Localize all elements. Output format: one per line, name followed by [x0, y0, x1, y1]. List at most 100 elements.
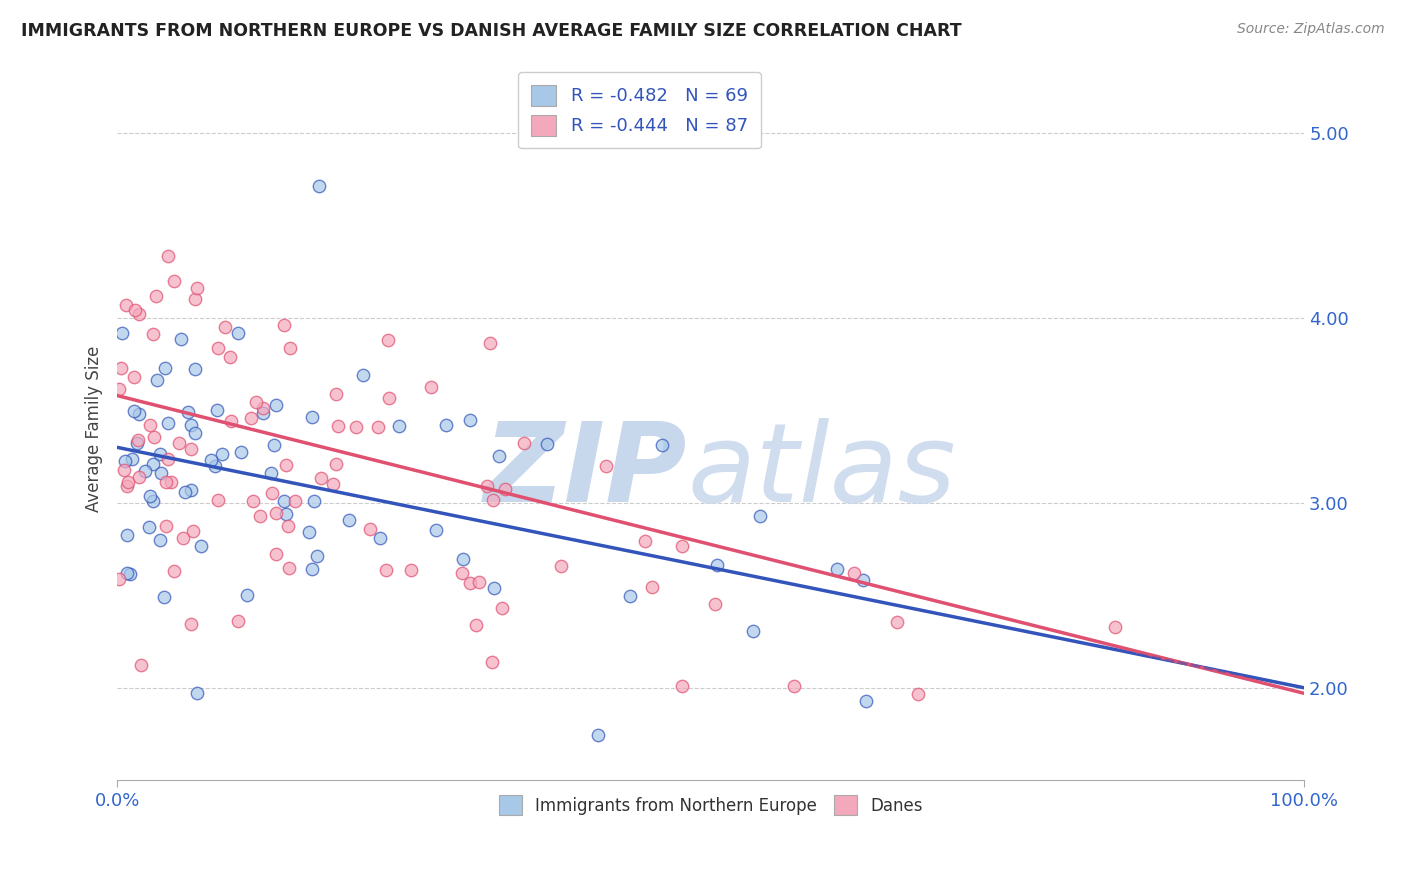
Point [157, 249, 180, 263]
Point [153, 360, 176, 375]
Point [214, 320, 236, 334]
Point [425, 523, 447, 537]
Point [172, 531, 194, 545]
Point [453, 552, 475, 566]
Point [207, 341, 229, 355]
Point [484, 581, 506, 595]
Y-axis label: Average Family Size: Average Family Size [86, 346, 103, 512]
Point [651, 438, 673, 452]
Point [138, 519, 160, 533]
Point [155, 475, 177, 489]
Point [353, 368, 375, 382]
Point [301, 562, 323, 576]
Point [152, 591, 174, 605]
Point [149, 533, 172, 547]
Point [207, 492, 229, 507]
Point [494, 482, 516, 496]
Point [475, 479, 498, 493]
Legend: Immigrants from Northern Europe, Danes: Immigrants from Northern Europe, Danes [488, 786, 934, 825]
Point [142, 494, 165, 508]
Point [245, 394, 267, 409]
Point [377, 334, 399, 348]
Point [619, 589, 641, 603]
Point [276, 507, 298, 521]
Point [284, 494, 307, 508]
Point [298, 524, 321, 539]
Point [226, 326, 249, 341]
Point [145, 288, 167, 302]
Text: Source: ZipAtlas.com: Source: ZipAtlas.com [1237, 22, 1385, 37]
Point [387, 419, 409, 434]
Point [219, 414, 242, 428]
Point [118, 567, 141, 582]
Point [138, 489, 160, 503]
Point [249, 509, 271, 524]
Point [308, 178, 330, 193]
Point [378, 391, 401, 405]
Point [263, 437, 285, 451]
Point [228, 614, 250, 628]
Point [176, 404, 198, 418]
Point [276, 519, 298, 533]
Point [264, 548, 287, 562]
Point [110, 360, 132, 375]
Point [231, 444, 253, 458]
Point [852, 573, 875, 587]
Point [264, 398, 287, 412]
Point [704, 597, 727, 611]
Point [117, 475, 139, 490]
Point [128, 307, 150, 321]
Point [273, 494, 295, 508]
Point [252, 401, 274, 415]
Point [236, 588, 259, 602]
Point [671, 679, 693, 693]
Text: atlas: atlas [688, 417, 956, 524]
Point [344, 419, 367, 434]
Point [139, 417, 162, 432]
Point [184, 425, 207, 440]
Point [122, 403, 145, 417]
Point [156, 451, 179, 466]
Point [783, 679, 806, 693]
Point [262, 486, 284, 500]
Point [183, 362, 205, 376]
Point [1104, 620, 1126, 634]
Point [260, 466, 283, 480]
Point [513, 436, 536, 450]
Point [163, 564, 186, 578]
Point [128, 469, 150, 483]
Point [328, 419, 350, 434]
Text: IMMIGRANTS FROM NORTHERN EUROPE VS DANISH AVERAGE FAMILY SIZE CORRELATION CHART: IMMIGRANTS FROM NORTHERN EUROPE VS DANIS… [21, 22, 962, 40]
Point [190, 539, 212, 553]
Point [491, 601, 513, 615]
Point [186, 281, 208, 295]
Point [142, 457, 165, 471]
Point [107, 382, 129, 396]
Point [149, 447, 172, 461]
Point [359, 522, 381, 536]
Point [337, 513, 360, 527]
Point [181, 524, 204, 538]
Point [115, 298, 138, 312]
Point [173, 485, 195, 500]
Point [634, 533, 657, 548]
Point [309, 470, 332, 484]
Point [169, 436, 191, 450]
Point [301, 410, 323, 425]
Point [749, 508, 772, 523]
Point [595, 458, 617, 473]
Point [124, 302, 146, 317]
Point [142, 327, 165, 342]
Point [588, 728, 610, 742]
Point [180, 617, 202, 632]
Point [180, 417, 202, 432]
Point [219, 351, 242, 365]
Point [127, 433, 149, 447]
Point [129, 658, 152, 673]
Point [273, 318, 295, 332]
Point [641, 580, 664, 594]
Point [264, 506, 287, 520]
Point [114, 454, 136, 468]
Point [481, 655, 503, 669]
Point [159, 475, 181, 490]
